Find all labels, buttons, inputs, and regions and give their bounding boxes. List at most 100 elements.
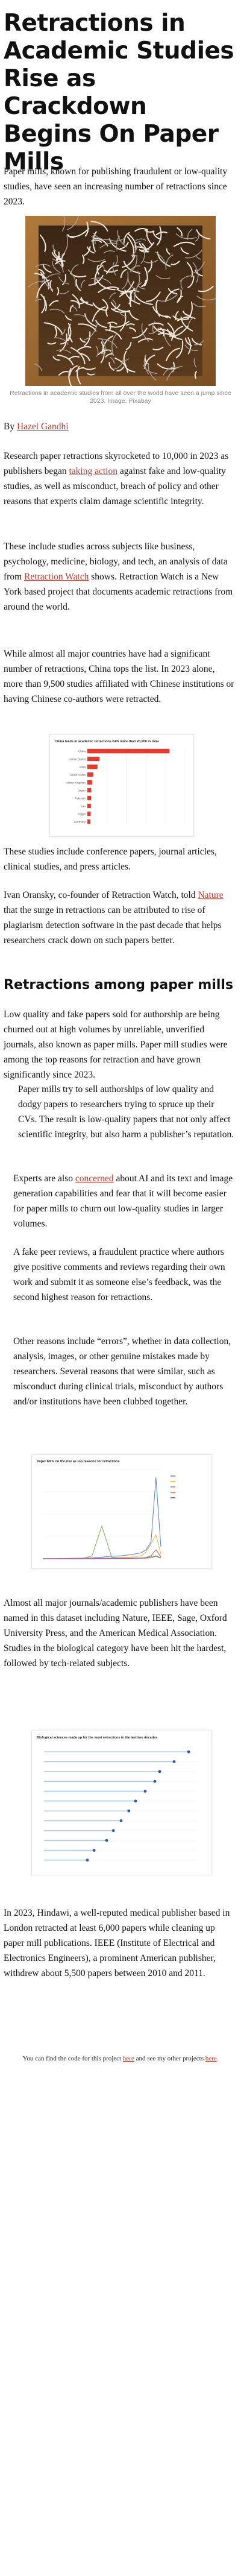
shred-strip <box>198 286 214 292</box>
shred-strip <box>160 327 165 336</box>
shred-strip <box>58 371 69 376</box>
bar-category-label: Egypt <box>78 813 86 816</box>
shred-strip <box>128 291 132 305</box>
legend-swatch <box>171 1492 175 1493</box>
shred-strip <box>96 346 99 357</box>
shred-strip <box>108 238 127 252</box>
shred-strip <box>90 277 111 285</box>
code-link[interactable]: here <box>122 2055 134 2062</box>
shred-strip <box>92 306 106 322</box>
shred-strip <box>129 288 136 308</box>
shred-strip <box>196 229 211 240</box>
shred-strip <box>193 303 206 308</box>
bar-mark <box>87 748 170 754</box>
article-title: Retractions in Academic Studies Rise as … <box>4 10 234 175</box>
shred-strip <box>49 280 54 292</box>
bar-category-label: Japan <box>78 789 86 792</box>
article-lede: Paper mills, known for publishing fraudu… <box>4 166 228 207</box>
shred-strip <box>41 296 46 314</box>
paragraph-5-text-end: that the surge in retractions can be att… <box>4 905 222 945</box>
shred-strip <box>100 341 105 364</box>
shred-strip <box>80 297 93 306</box>
shred-strip <box>153 326 174 335</box>
series-line <box>43 1556 161 1559</box>
line-chart-svg: Paper Mills on the rise as top reasons f… <box>37 1460 175 1559</box>
bar-category-label: Pakistan <box>75 797 86 800</box>
section-paragraph-1: Low quality and fake papers sold for aut… <box>4 1009 228 1080</box>
shred-strip <box>137 338 153 343</box>
retraction-watch-link[interactable]: Retraction Watch <box>24 572 89 582</box>
nature-link[interactable]: Nature <box>198 890 224 900</box>
shred-strip <box>119 310 127 332</box>
shred-strip <box>123 232 130 244</box>
shred-strip <box>94 264 104 285</box>
shred-strip <box>98 338 117 349</box>
concerned-link[interactable]: concerned <box>75 1173 114 1184</box>
shred-strip <box>91 236 96 245</box>
shred-strip <box>103 250 115 254</box>
shred-strip <box>55 251 60 260</box>
shred-strip <box>191 338 202 346</box>
shred-strip <box>166 248 171 255</box>
shred-strip <box>141 279 146 288</box>
shred-strip <box>52 258 64 273</box>
bar-category-label: India <box>80 766 86 769</box>
author-link[interactable]: Hazel Gandhi <box>16 421 69 432</box>
shred-strip <box>47 342 57 345</box>
shred-strip <box>118 309 127 318</box>
shred-strip <box>52 260 61 273</box>
shred-strip <box>54 326 57 338</box>
bar-mark <box>87 788 92 793</box>
shred-strip <box>164 288 180 302</box>
taking-action-link[interactable]: taking action <box>69 466 117 476</box>
shred-strip <box>84 331 91 347</box>
shred-strip <box>166 365 183 381</box>
shred-strip <box>38 268 45 275</box>
shred-strip <box>49 300 59 306</box>
shred-strip <box>163 367 175 376</box>
shred-strip <box>141 243 147 252</box>
shred-strip <box>70 273 87 278</box>
shred-strip <box>74 314 88 320</box>
projects-link[interactable]: here <box>205 2055 217 2062</box>
shred-strip <box>148 327 160 335</box>
bar-category-label: China <box>78 750 86 753</box>
shred-strip <box>185 337 193 347</box>
shred-strip <box>35 264 51 267</box>
section-paragraph-3: Experts are also concerned about AI and … <box>13 1171 236 1231</box>
shred-strip <box>194 340 204 346</box>
shredded-paper-box-image <box>25 210 217 390</box>
shred-strip <box>56 256 61 264</box>
paragraph-1: Research paper retractions skyrocketed t… <box>4 449 236 509</box>
shred-strip <box>36 279 50 298</box>
shred-strip <box>59 333 67 352</box>
shred-strip <box>65 315 72 321</box>
shred-strip <box>192 262 199 283</box>
shred-strip <box>143 259 158 264</box>
shred-strip <box>117 230 128 248</box>
lollipop-dot <box>86 1858 89 1862</box>
shred-strip <box>122 358 130 361</box>
paragraph-2-text-end: shows. Retraction Watch is a New York ba… <box>4 572 233 612</box>
shred-strip <box>61 274 67 285</box>
shred-strip <box>157 363 177 370</box>
section-heading: Retractions among paper mills <box>4 977 234 993</box>
shred-strip <box>75 367 85 372</box>
shred-strip <box>121 271 129 289</box>
shred-strip <box>34 298 42 302</box>
shred-strip <box>145 291 161 302</box>
shred-strip <box>109 292 116 300</box>
shred-strip <box>177 316 196 321</box>
bar-mark <box>87 811 91 816</box>
shred-strip <box>152 346 164 351</box>
shred-strip <box>148 363 157 380</box>
shred-strip <box>77 365 81 385</box>
lollipop-dot <box>143 1790 147 1793</box>
bar-mark <box>87 756 100 762</box>
section-paragraph-3-text: Experts are also <box>13 1173 75 1184</box>
shred-strip <box>177 295 183 303</box>
shred-strip <box>83 323 98 341</box>
shred-strip <box>67 269 76 287</box>
paragraph-2: These include studies across subjects li… <box>4 539 236 614</box>
shred-strip <box>98 264 105 269</box>
